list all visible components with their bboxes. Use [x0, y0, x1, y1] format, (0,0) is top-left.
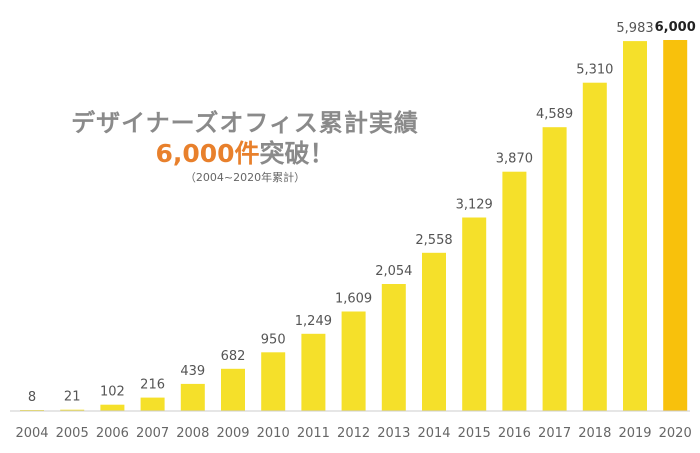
x-tick-labels-group: 2004 2005 2006 2007 2008 2009 2010 2011 2012 2013…	[15, 426, 691, 441]
x-tick-label-2013: 2013	[377, 426, 410, 441]
chart-title: デザイナーズオフィス累計実績	[71, 109, 419, 137]
bar-2010	[261, 352, 286, 411]
value-label-2020: 6,000	[655, 20, 696, 35]
value-label-2005: 21	[64, 390, 81, 405]
value-label-2013: 2,054	[375, 264, 412, 279]
chart-note: （2004~2020年累計）	[184, 171, 306, 184]
bar-2012	[341, 311, 366, 411]
value-label-2011: 1,249	[295, 314, 332, 329]
value-label-2009: 682	[221, 349, 246, 364]
value-label-2018: 5,310	[576, 63, 613, 78]
value-label-2007: 216	[140, 378, 165, 393]
x-tick-label-2010: 2010	[257, 426, 290, 441]
x-tick-label-2019: 2019	[618, 426, 651, 441]
milestone-count: 6,000件	[155, 139, 260, 168]
x-tick-label-2009: 2009	[216, 426, 249, 441]
x-tick-label-2012: 2012	[337, 426, 370, 441]
value-label-2008: 439	[180, 364, 205, 379]
bar-2014	[422, 252, 446, 411]
value-label-2004: 8	[28, 390, 36, 405]
bar-2017	[542, 127, 567, 411]
headline-block: デザイナーズオフィス累計実績 6,000件突破！ （2004~2020年累計）	[60, 108, 430, 185]
bar-2009	[221, 368, 245, 411]
x-tick-label-2020: 2020	[659, 426, 692, 441]
value-label-2015: 3,129	[456, 198, 493, 213]
x-tick-label-2016: 2016	[498, 426, 531, 441]
bar-2005	[60, 409, 85, 411]
x-tick-label-2007: 2007	[136, 426, 169, 441]
bar-2018	[582, 82, 607, 411]
bar-2007	[140, 397, 165, 411]
bar-2020	[663, 40, 688, 411]
x-tick-label-2004: 2004	[15, 426, 48, 441]
x-tick-label-2014: 2014	[417, 426, 450, 441]
chart-subtitle: 6,000件突破！	[60, 138, 430, 170]
value-label-2014: 2,558	[415, 233, 452, 248]
bar-2015	[462, 217, 487, 411]
x-tick-label-2006: 2006	[96, 426, 129, 441]
bar-2008	[180, 383, 205, 411]
value-label-2017: 4,589	[536, 107, 573, 122]
bar-2011	[301, 333, 326, 411]
value-label-2010: 950	[261, 332, 286, 347]
value-label-2019: 5,983	[616, 21, 653, 36]
x-tick-label-2011: 2011	[297, 426, 330, 441]
value-label-2016: 3,870	[496, 152, 533, 167]
bar-2016	[502, 171, 527, 411]
x-tick-label-2005: 2005	[56, 426, 89, 441]
bar-2006	[100, 404, 125, 411]
value-label-2006: 102	[100, 385, 125, 400]
x-tick-label-2018: 2018	[578, 426, 611, 441]
bars-group	[20, 40, 688, 411]
x-tick-label-2015: 2015	[458, 426, 491, 441]
bar-2013	[381, 284, 406, 411]
x-tick-label-2017: 2017	[538, 426, 571, 441]
x-tick-label-2008: 2008	[176, 426, 209, 441]
milestone-suffix: 突破！	[259, 139, 335, 168]
value-label-2012: 1,609	[335, 292, 372, 307]
bar-2019	[623, 41, 647, 411]
